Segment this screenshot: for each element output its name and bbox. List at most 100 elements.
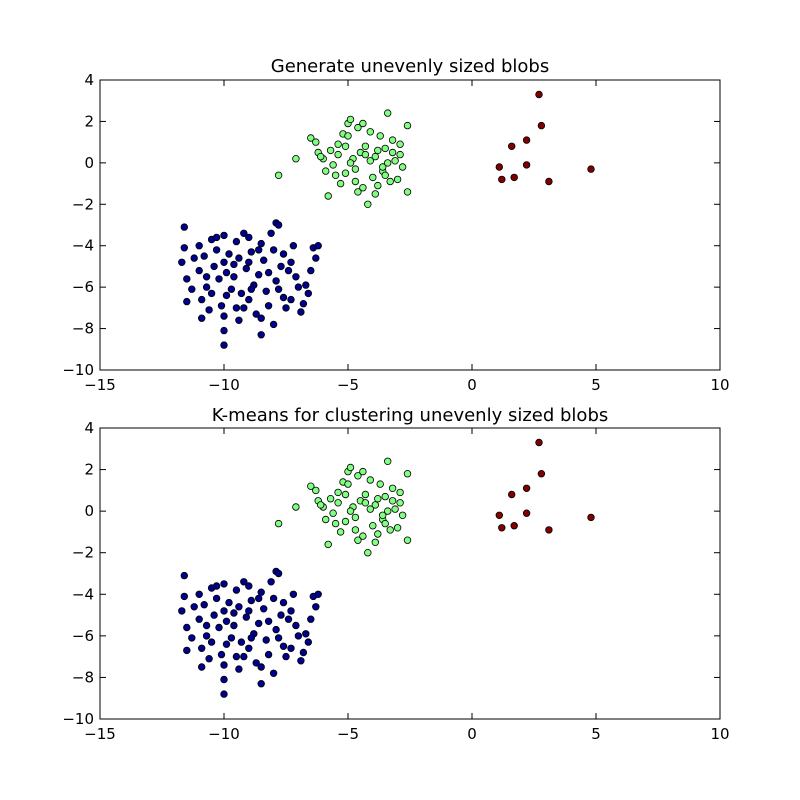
scatter-point-cluster-0: [212, 246, 221, 254]
scatter-point-cluster-1: [398, 511, 407, 519]
scatter-point-cluster-1: [384, 159, 392, 167]
scatter-point-cluster-0: [240, 652, 248, 661]
scatter-point-cluster-1: [366, 505, 374, 513]
scatter-point-cluster-0: [282, 652, 290, 661]
x-tick-label: 10: [710, 725, 729, 743]
scatter-point-cluster-0: [264, 302, 273, 310]
scatter-point-cluster-0: [297, 657, 305, 665]
scatter-point-cluster-0: [294, 632, 303, 640]
scatter-point-cluster-0: [190, 603, 198, 611]
scatter-point-cluster-1: [374, 530, 382, 538]
scatter-point-cluster-0: [202, 632, 211, 640]
scatter-point-cluster-0: [277, 611, 285, 619]
scatter-point-cluster-0: [215, 623, 223, 632]
scatter-point-cluster-1: [361, 150, 370, 159]
scatter-point-cluster-1: [391, 505, 399, 513]
scatter-point-cluster-1: [374, 181, 382, 190]
scatter-point-cluster-0: [237, 289, 246, 298]
scatter-point-cluster-0: [188, 285, 196, 293]
scatter-point-cluster-0: [225, 250, 233, 258]
scatter-point-cluster-1: [393, 524, 402, 532]
scatter-point-cluster-0: [255, 271, 263, 279]
scatter-point-cluster-0: [274, 221, 283, 229]
scatter-point-cluster-1: [331, 519, 340, 528]
scatter-point-cluster-0: [235, 603, 243, 611]
scatter-point-cluster-1: [346, 115, 355, 124]
scatter-point-cluster-0: [215, 275, 223, 283]
scatter-point-cluster-1: [329, 509, 337, 517]
scatter-point-cluster-0: [274, 634, 283, 642]
scatter-point-cluster-0: [245, 258, 253, 266]
scatter-point-cluster-1: [354, 188, 362, 196]
scatter-point-cluster-1: [374, 495, 382, 503]
scatter-point-cluster-0: [240, 229, 248, 237]
scatter-point-cluster-1: [317, 501, 325, 509]
scatter-point-cluster-1: [403, 121, 412, 130]
scatter-point-cluster-1: [366, 476, 374, 484]
scatter-point-cluster-0: [232, 304, 241, 312]
scatter-point-cluster-0: [202, 621, 211, 630]
scatter-point-cluster-2: [522, 136, 531, 144]
scatter-point-cluster-0: [257, 663, 265, 671]
scatter-point-cluster-0: [252, 310, 260, 318]
scatter-point-cluster-2: [535, 90, 543, 99]
scatter-point-cluster-1: [354, 536, 362, 544]
x-tick-label: 10: [710, 376, 729, 394]
bottom-axes-title: K-means for clustering unevenly sized bl…: [212, 405, 609, 426]
scatter-point-cluster-1: [354, 472, 362, 480]
scatter-point-cluster-0: [255, 246, 263, 254]
scatter-point-cluster-1: [346, 463, 355, 472]
scatter-point-cluster-1: [379, 511, 387, 519]
scatter-point-cluster-0: [180, 571, 188, 580]
scatter-point-cluster-0: [269, 669, 278, 677]
scatter-point-cluster-1: [334, 488, 342, 497]
scatter-point-cluster-1: [359, 119, 367, 128]
scatter-point-cluster-0: [210, 611, 218, 619]
scatter-point-cluster-0: [314, 590, 322, 598]
scatter-point-cluster-1: [384, 507, 392, 515]
scatter-point-cluster-0: [302, 281, 310, 289]
scatter-point-cluster-0: [195, 615, 203, 623]
scatter-point-cluster-0: [304, 289, 312, 298]
scatter-point-cluster-0: [220, 675, 228, 684]
scatter-point-cluster-0: [304, 638, 312, 646]
x-tick-label: −5: [337, 376, 359, 394]
scatter-point-cluster-2: [498, 175, 506, 184]
scatter-point-cluster-0: [197, 644, 206, 652]
scatter-point-cluster-1: [346, 159, 355, 167]
scatter-point-cluster-1: [351, 513, 360, 522]
scatter-point-cluster-1: [341, 517, 350, 526]
scatter-point-cluster-1: [366, 128, 374, 136]
scatter-point-cluster-1: [396, 488, 404, 497]
scatter-point-cluster-0: [240, 578, 248, 586]
scatter-point-cluster-0: [245, 233, 253, 242]
scatter-point-cluster-0: [178, 258, 186, 266]
scatter-point-cluster-0: [220, 580, 228, 588]
scatter-point-cluster-1: [322, 167, 330, 175]
scatter-point-cluster-0: [252, 659, 260, 667]
scatter-point-cluster-0: [197, 663, 206, 671]
scatter-point-cluster-0: [180, 244, 188, 252]
scatter-point-cluster-0: [225, 598, 233, 607]
scatter-point-cluster-1: [369, 522, 377, 530]
scatter-point-cluster-0: [292, 273, 300, 281]
y-tick-label: −2: [72, 195, 94, 213]
scatter-point-cluster-0: [257, 239, 265, 248]
scatter-point-cluster-2: [508, 490, 516, 499]
scatter-point-cluster-0: [200, 601, 208, 609]
scatter-point-cluster-0: [287, 295, 295, 304]
scatter-point-cluster-1: [341, 142, 350, 150]
scatter-point-cluster-0: [264, 617, 273, 625]
scatter-point-cluster-0: [292, 621, 300, 630]
scatter-point-cluster-1: [359, 467, 367, 476]
y-tick-label: −6: [72, 278, 94, 296]
scatter-point-cluster-1: [292, 503, 300, 511]
scatter-point-cluster-0: [180, 223, 188, 231]
scatter-point-cluster-0: [220, 341, 228, 349]
scatter-point-cluster-1: [388, 148, 397, 157]
x-tick-label: −10: [208, 725, 240, 743]
scatter-point-cluster-2: [510, 173, 518, 182]
scatter-point-cluster-1: [307, 482, 315, 490]
scatter-point-cluster-1: [381, 144, 389, 153]
